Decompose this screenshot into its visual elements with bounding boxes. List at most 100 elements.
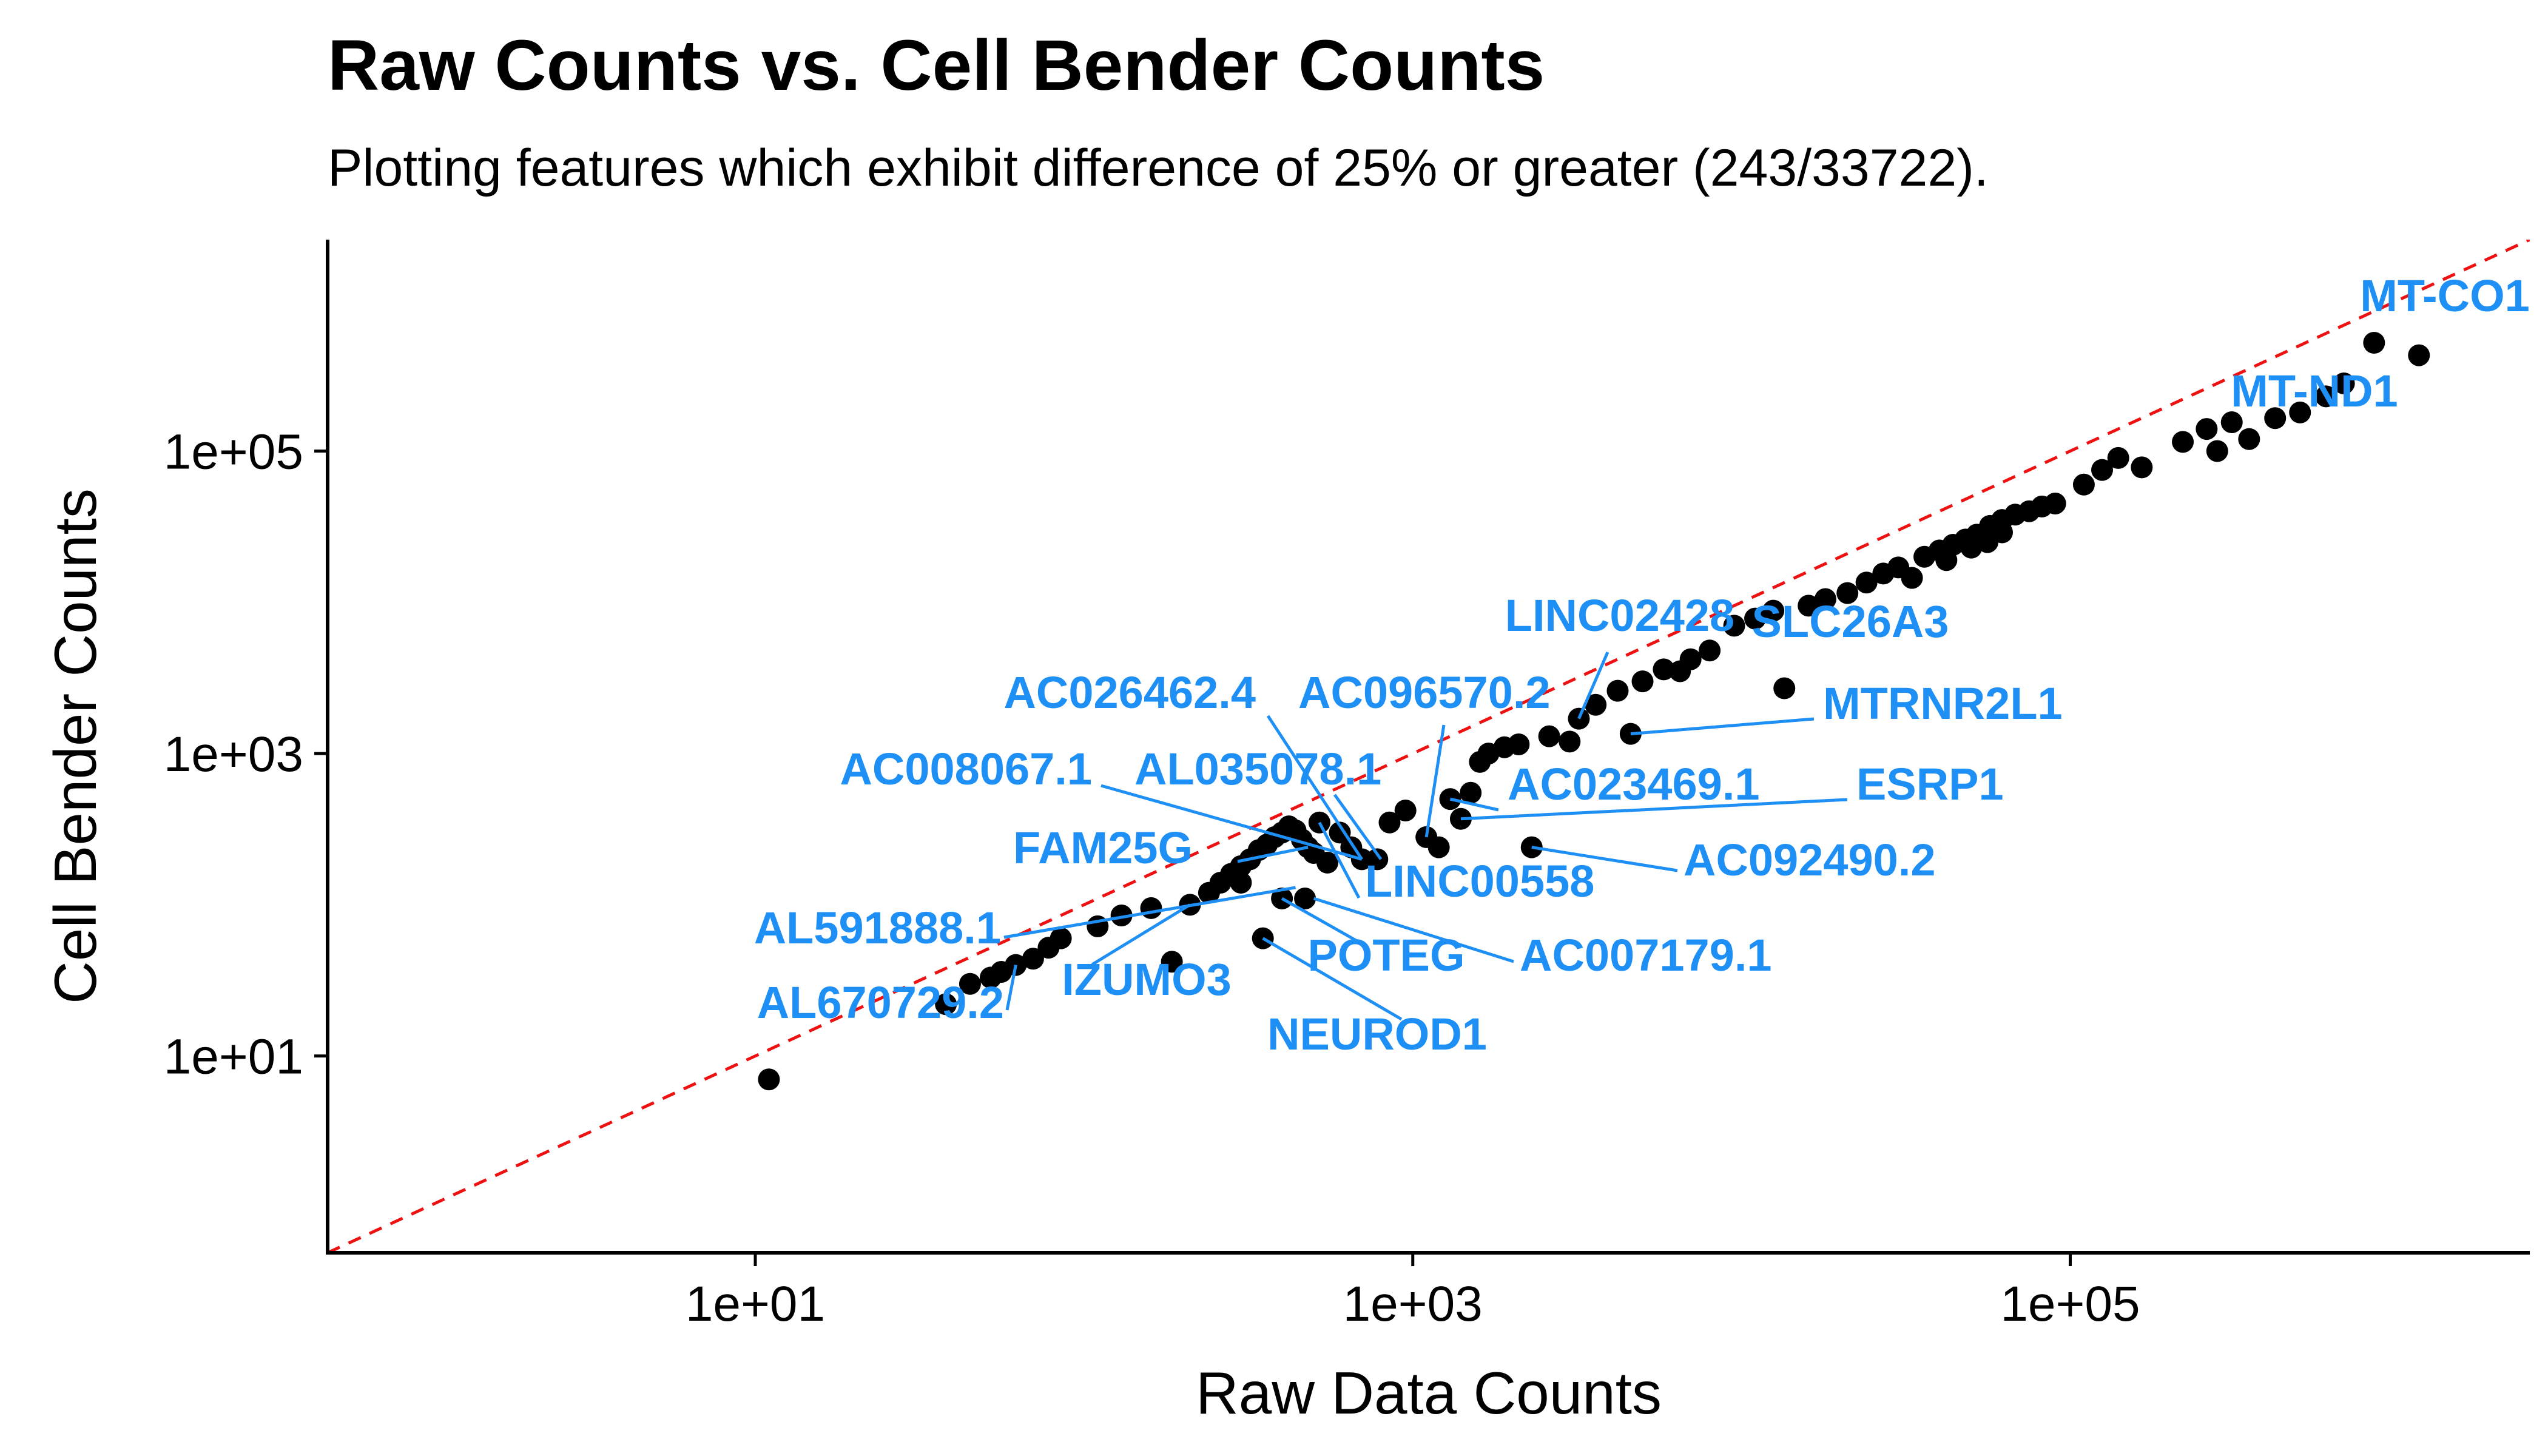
x-axis-title: Raw Data Counts — [1196, 1360, 1662, 1426]
data-point — [1814, 588, 1836, 610]
label-leader-line — [1460, 798, 1848, 821]
gene-label: NEUROD1 — [1267, 1009, 1487, 1059]
gene-label: LINC00558 — [1365, 856, 1594, 906]
gene-label: LINC02428 — [1505, 590, 1734, 641]
data-point — [1990, 521, 2013, 544]
gene-label: MT-ND1 — [2231, 366, 2398, 416]
label-leader-line — [1318, 821, 1361, 899]
chart-subtitle: Plotting features which exhibit differen… — [328, 139, 1989, 197]
gene-label: AC007179.1 — [1520, 930, 1772, 980]
x-tick-label: 1e+03 — [1343, 1276, 1483, 1332]
data-point — [1935, 549, 1958, 571]
data-point — [1508, 733, 1530, 755]
data-point — [1559, 730, 1581, 753]
data-point — [2196, 418, 2218, 440]
gene-label: MT-CO1 — [2360, 271, 2530, 321]
data-point — [758, 1068, 780, 1091]
data-point — [1901, 567, 1923, 589]
data-point — [1631, 670, 1654, 693]
data-point — [1022, 948, 1044, 970]
data-point — [1161, 951, 1183, 973]
data-point — [935, 993, 957, 1016]
data-point — [2220, 411, 2243, 434]
data-point — [2363, 332, 2385, 354]
data-point — [1723, 615, 1745, 637]
data-point — [1836, 582, 1859, 604]
data-point — [2333, 372, 2355, 395]
data-point — [1855, 571, 1878, 594]
gene-label: AL591888.1 — [754, 903, 1001, 953]
data-point — [1538, 725, 1560, 747]
data-point — [959, 972, 981, 995]
data-point — [2408, 344, 2430, 366]
y-axis-title: Cell Bender Counts — [42, 488, 109, 1004]
chart-title: Raw Counts vs. Cell Bender Counts — [328, 25, 1545, 106]
label-leader-line — [1630, 717, 1815, 736]
data-point — [1050, 927, 1072, 949]
data-point — [1110, 904, 1133, 926]
data-point — [1427, 836, 1450, 858]
x-tick-label: 1e+05 — [2000, 1276, 2140, 1332]
data-point — [1329, 821, 1351, 844]
data-point — [2172, 431, 2194, 453]
data-point — [2107, 447, 2129, 469]
gene-label: IZUMO3 — [1062, 954, 1232, 1005]
label-leader-line — [1313, 897, 1514, 963]
label-leader-line — [1424, 724, 1446, 838]
data-point — [1679, 648, 1702, 670]
label-leader-line — [1531, 846, 1678, 872]
gene-label: ESRP1 — [1856, 759, 2004, 809]
data-point — [1294, 888, 1316, 910]
gene-label: AC008067.1 — [840, 744, 1092, 794]
data-point — [1585, 693, 1607, 716]
data-point — [1140, 897, 1162, 919]
gene-label: AC092490.2 — [1684, 835, 1936, 885]
label-leader-line — [1005, 965, 1017, 1011]
data-point — [1230, 871, 1252, 894]
data-point — [1366, 848, 1389, 871]
y-tick-label: 1e+05 — [164, 424, 303, 479]
label-leader-line — [1577, 652, 1609, 720]
label-leader-line — [1449, 797, 1499, 812]
label-leader-line — [1091, 903, 1191, 966]
label-leader-line — [1003, 886, 1296, 939]
gene-label: FAM25G — [1013, 823, 1193, 873]
label-leader-line — [1262, 937, 1403, 1021]
data-point — [2289, 401, 2311, 423]
label-leader-line — [1237, 846, 1309, 863]
gene-label: POTEG — [1307, 930, 1464, 980]
gene-label: SLC26A3 — [1752, 596, 1949, 647]
reference-line — [328, 240, 2530, 1253]
data-point — [1744, 607, 1767, 630]
data-point — [2315, 385, 2337, 408]
gene-label: AC023469.1 — [1508, 759, 1760, 809]
gene-label: AC096570.2 — [1298, 667, 1551, 718]
data-point — [1394, 800, 1417, 822]
gene-label: MTRNR2L1 — [1823, 678, 2063, 729]
data-point — [1798, 595, 1820, 617]
data-point — [2238, 428, 2260, 450]
data-point — [2206, 440, 2228, 462]
data-point — [1606, 679, 1629, 702]
label-leader-line — [1333, 794, 1383, 860]
label-leader-line — [1266, 715, 1363, 860]
label-leader-line — [1281, 897, 1357, 942]
data-point — [1699, 639, 1721, 662]
data-point — [2264, 407, 2287, 430]
data-point — [1653, 658, 1675, 681]
y-tick-label: 1e+01 — [164, 1030, 303, 1085]
data-point — [1762, 599, 1785, 622]
x-tick-label: 1e+01 — [686, 1276, 825, 1332]
data-point — [2072, 473, 2095, 496]
data-point — [1378, 811, 1401, 834]
gene-label: AC026462.4 — [1003, 667, 1256, 718]
data-point — [2091, 459, 2114, 481]
label-leader-line — [1100, 784, 1363, 861]
gene-label: AL670729.2 — [757, 977, 1004, 1028]
y-tick-label: 1e+03 — [164, 727, 303, 782]
data-point — [1460, 781, 1482, 804]
data-point — [2044, 492, 2066, 514]
gene-label: AL035078.1 — [1134, 744, 1381, 794]
data-point — [1773, 677, 1796, 699]
